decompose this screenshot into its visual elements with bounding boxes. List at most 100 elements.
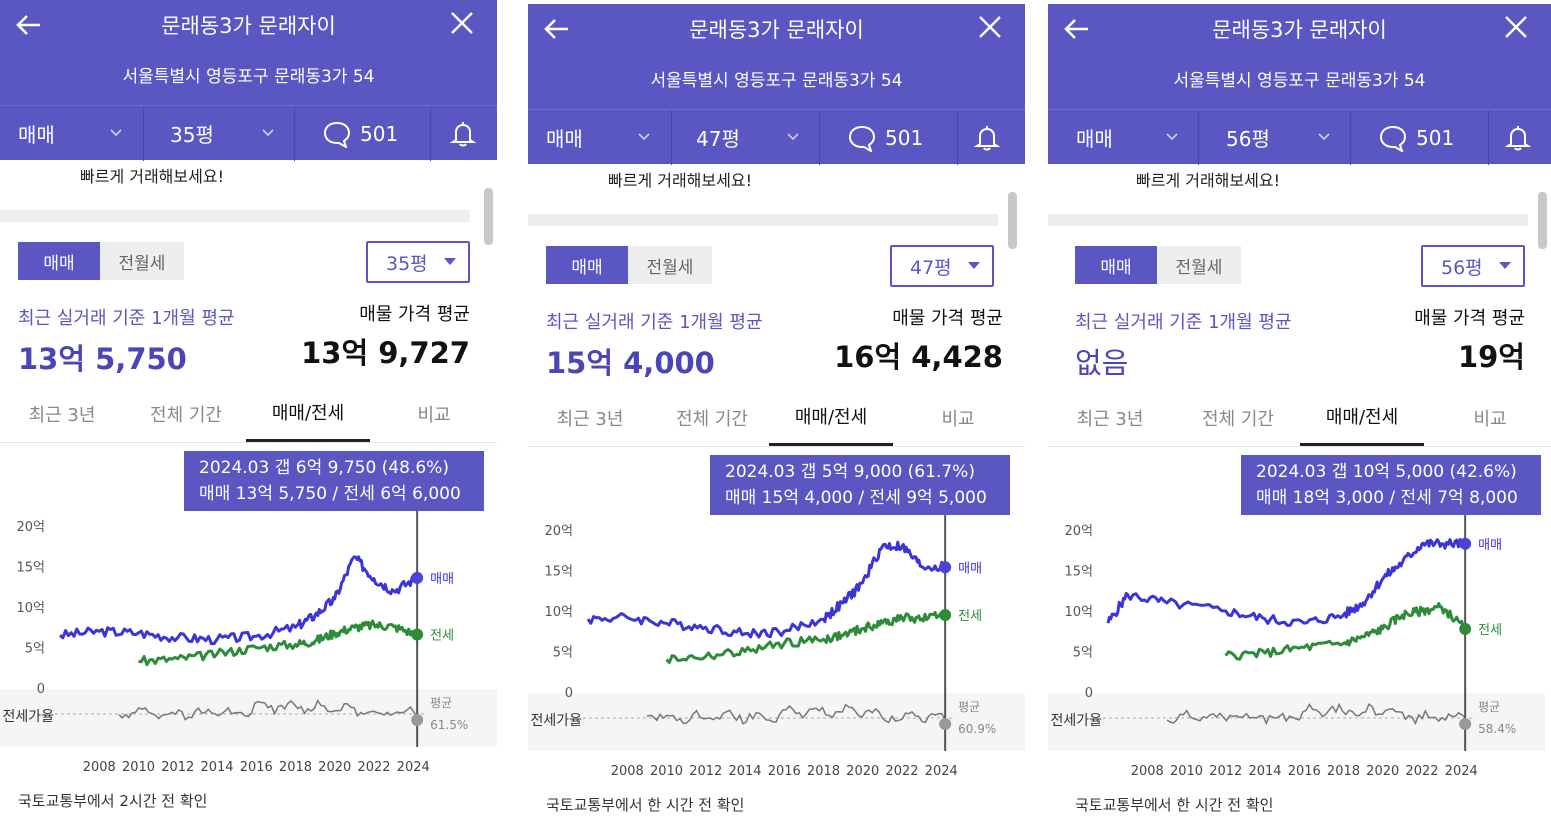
deal-type-select[interactable]: 매매 [1076, 127, 1113, 151]
chart-tooltip: 2024.03 갭 6억 9,750 (48.6%) 매매 13억 5,750 … [184, 451, 484, 511]
chevron-down-icon [110, 129, 122, 137]
jeonse-point [411, 628, 424, 641]
close-icon[interactable] [977, 14, 1003, 40]
recent-value: 없음 [1075, 346, 1129, 380]
ask-label: 매물 가격 평균 [892, 308, 1003, 329]
page-title: 문래동3가 문래자이 [1212, 18, 1387, 42]
x-tick-label: 2018 [807, 764, 840, 779]
price-chart[interactable]: 20억 15억 10억 5억 0 전세가율 2008 2010 2012 2014 2016 2018… [1048, 515, 1551, 785]
toggle-sale[interactable]: 매매 [1075, 246, 1157, 284]
tab-sale-jeonse[interactable]: 매매/전세 [769, 389, 893, 446]
panel-35: 문래동3가 문래자이 서울특별시 영등포구 문래동3가 54 매매 35평 50… [0, 0, 497, 816]
tab-sale-jeonse[interactable]: 매매/전세 [246, 385, 370, 442]
y-tick-label: 0 [565, 686, 573, 701]
source-note: 국토교통부에서 2시간 전 확인 [18, 792, 208, 810]
filter-bar: 매매 35평 501 [0, 105, 497, 161]
sale-series-line [586, 540, 946, 639]
deal-type-select[interactable]: 매매 [18, 123, 55, 147]
ratio-average-label: 평균 [430, 696, 452, 710]
x-tick-label: 2008 [1131, 764, 1164, 779]
alert-button[interactable] [1504, 110, 1532, 165]
recent-label: 최근 실거래 기준 1개월 평균 [1075, 312, 1292, 333]
toggle-rent[interactable]: 전월세 [1175, 257, 1223, 278]
tab-3years[interactable]: 최근 3년 [28, 404, 96, 426]
tooltip-line1: 2024.03 갭 5억 9,000 (61.7%) [725, 462, 975, 482]
sale-point [939, 561, 952, 574]
toggle-sale[interactable]: 매매 [18, 242, 100, 280]
header: 문래동3가 문래자이 서울특별시 영등포구 문래동3가 54 [0, 0, 497, 105]
toggle-rent[interactable]: 전월세 [646, 257, 694, 278]
size-select[interactable]: 56평 [1226, 127, 1270, 151]
x-tick-label: 2014 [200, 760, 233, 775]
close-icon[interactable] [1503, 14, 1529, 40]
y-tick-label: 5억 [553, 646, 573, 661]
y-tick-label: 10억 [1064, 605, 1093, 620]
close-icon[interactable] [449, 10, 475, 36]
tab-compare[interactable]: 비교 [1473, 408, 1507, 430]
scrollbar[interactable] [1538, 192, 1547, 249]
address: 서울특별시 영등포구 문래동3가 54 [122, 67, 375, 87]
arrow-left-icon[interactable] [542, 14, 572, 44]
y-tick-label: 5억 [25, 642, 45, 657]
y-tick-label: 20억 [16, 520, 45, 535]
x-tick-label: 2014 [1248, 764, 1281, 779]
price-chart[interactable]: 20억 15억 10억 5억 0 전세가율 2008 2010 2012 2014 2016 2018… [0, 511, 497, 781]
size-dropdown[interactable]: 35평 [366, 241, 470, 283]
ratio-row-label: 전세가율 [2, 709, 54, 725]
comments-button[interactable]: 501 [322, 106, 398, 161]
y-tick-label: 10억 [544, 605, 573, 620]
ratio-series-line [1166, 702, 1466, 726]
comments-button[interactable]: 501 [1378, 110, 1454, 165]
ratio-point [939, 718, 952, 730]
tab-all[interactable]: 전체 기간 [150, 404, 222, 426]
page-title: 문래동3가 문래자이 [689, 18, 864, 42]
price-chart[interactable]: 20억 15억 10억 5억 0 전세가율 2008 2010 2012 2014 2016 2018… [528, 515, 1025, 785]
y-tick-label: 20억 [544, 524, 573, 539]
size-dropdown[interactable]: 56평 [1421, 245, 1525, 287]
tab-3years[interactable]: 최근 3년 [1076, 408, 1144, 430]
tab-all[interactable]: 전체 기간 [676, 408, 748, 430]
recent-label: 최근 실거래 기준 1개월 평균 [546, 312, 763, 333]
tab-3years[interactable]: 최근 3년 [556, 408, 624, 430]
panel-56: 문래동3가 문래자이 서울특별시 영등포구 문래동3가 54 매매 56평 50… [1048, 4, 1551, 820]
page-title: 문래동3가 문래자이 [161, 14, 336, 38]
size-dropdown[interactable]: 47평 [890, 245, 994, 287]
alert-button[interactable] [449, 106, 477, 161]
dropdown-triangle-icon [968, 262, 980, 269]
ask-label: 매물 가격 평균 [1414, 308, 1525, 329]
scrollbar[interactable] [484, 188, 493, 245]
arrow-left-icon[interactable] [14, 10, 44, 40]
filter-bar: 매매 47평 501 [528, 109, 1025, 165]
toggle-rent[interactable]: 전월세 [118, 253, 166, 274]
jeonse-series-label: 전세 [958, 609, 982, 624]
x-tick-label: 2010 [122, 760, 155, 775]
y-tick-label: 10억 [16, 601, 45, 616]
comments-button[interactable]: 501 [847, 110, 923, 165]
toggle-sale[interactable]: 매매 [546, 246, 628, 284]
sale-series-label: 매매 [1478, 538, 1502, 553]
arrow-left-icon[interactable] [1062, 14, 1092, 44]
size-select[interactable]: 35평 [170, 123, 214, 147]
sale-series-label: 매매 [958, 561, 982, 576]
size-select[interactable]: 47평 [696, 127, 740, 151]
x-tick-label: 2008 [611, 764, 644, 779]
x-tick-label: 2018 [1327, 764, 1360, 779]
scrollbar[interactable] [1008, 192, 1017, 249]
sale-series-line [1106, 538, 1467, 627]
alert-button[interactable] [973, 110, 1001, 165]
tab-all[interactable]: 전체 기간 [1202, 408, 1274, 430]
ask-value: 16억 4,428 [834, 340, 1003, 374]
y-tick-label: 0 [37, 682, 45, 697]
tab-compare[interactable]: 비교 [941, 408, 975, 430]
tab-sale-jeonse[interactable]: 매매/전세 [1300, 389, 1424, 446]
chat-bubble-icon [848, 125, 876, 152]
bell-icon [1504, 125, 1532, 150]
sale-point [1459, 537, 1472, 550]
promo-text: 빠르게 거래해보세요! [608, 171, 752, 190]
y-tick-label: 15억 [16, 561, 45, 576]
tab-compare[interactable]: 비교 [417, 404, 451, 426]
period-tabs: 최근 3년 전체 기간 매매/전세 비교 [1048, 389, 1551, 447]
ratio-row-label: 전세가율 [530, 713, 582, 729]
tooltip-line1: 2024.03 갭 10억 5,000 (42.6%) [1256, 462, 1517, 482]
deal-type-select[interactable]: 매매 [546, 127, 583, 151]
